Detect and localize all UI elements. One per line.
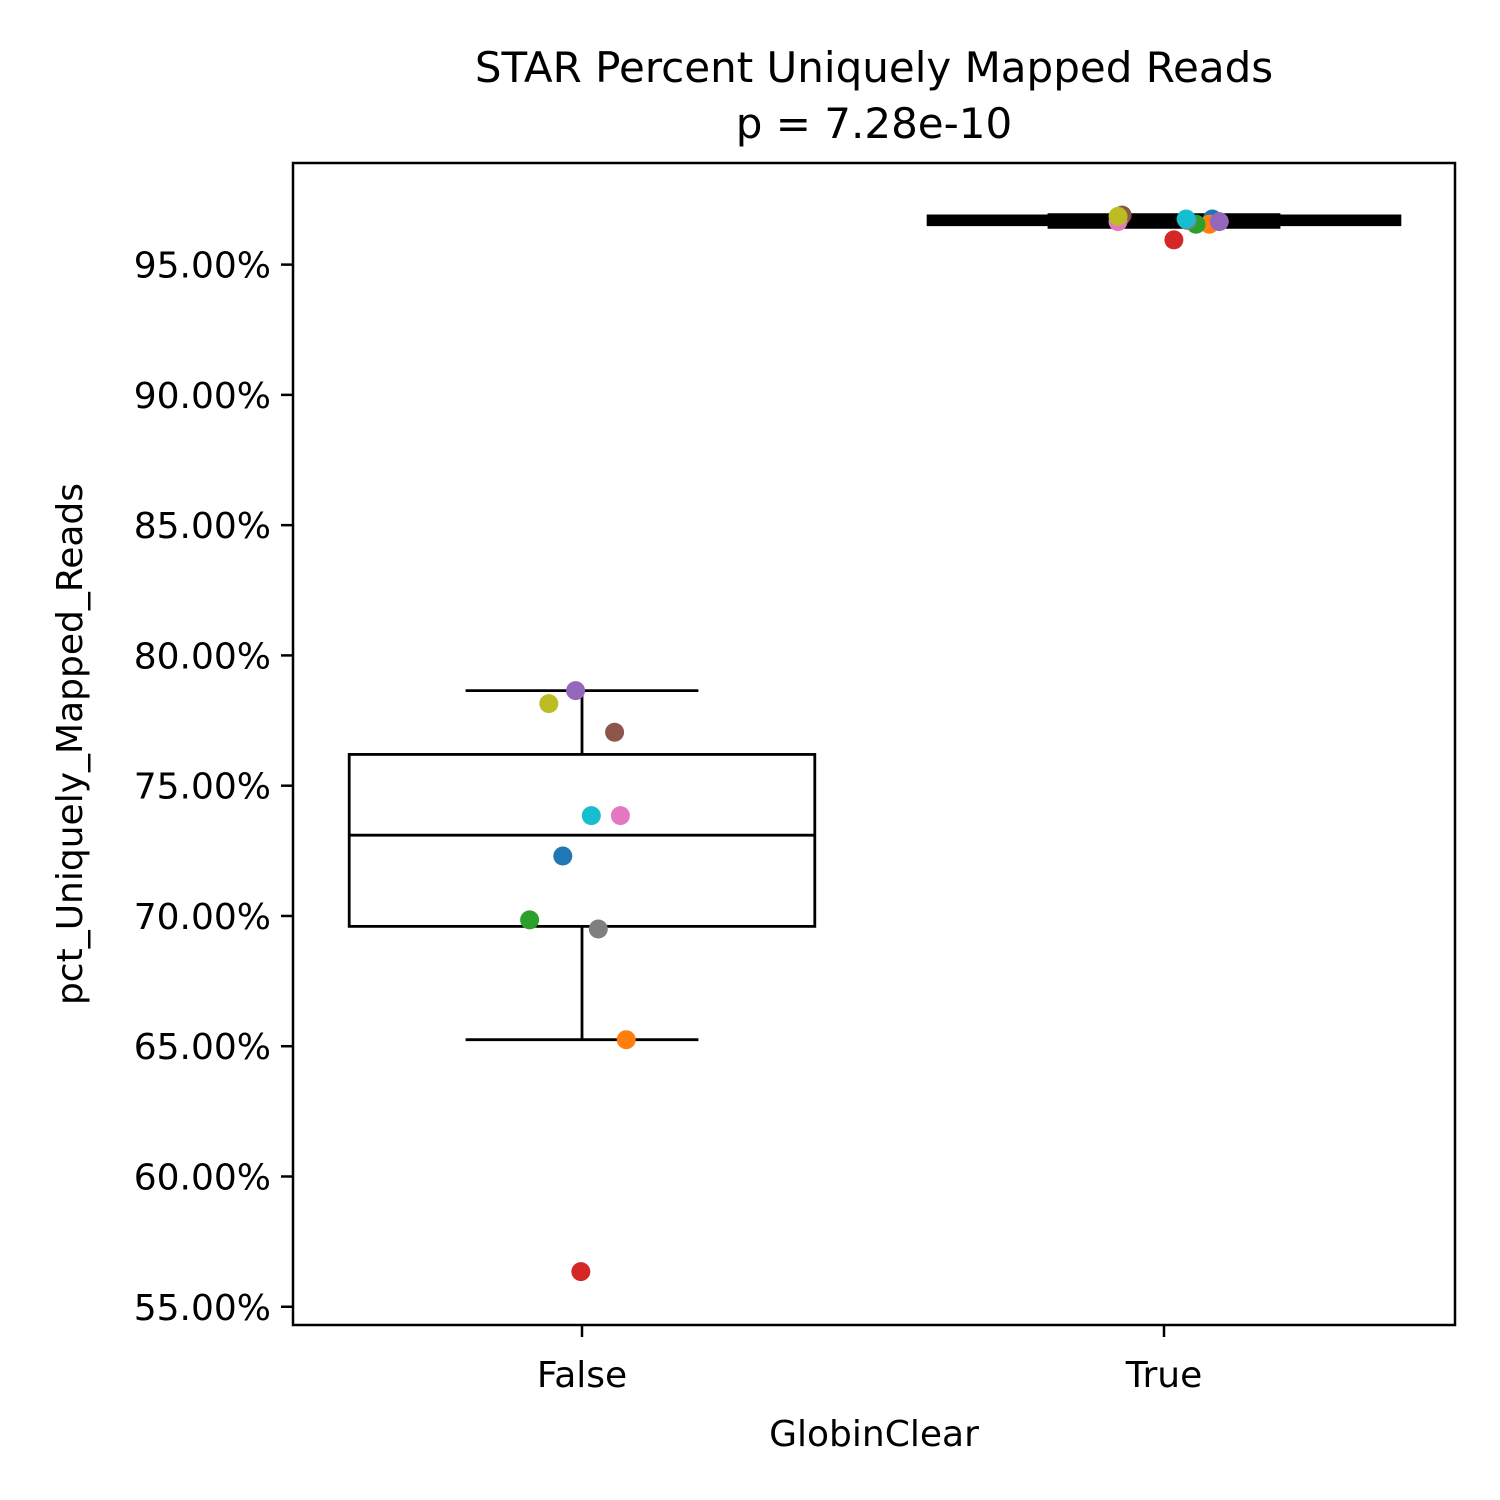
data-point (520, 910, 540, 930)
data-point (1209, 212, 1229, 232)
y-tick-label: 65.00% (134, 1027, 271, 1068)
plot-frame (291, 161, 1457, 1327)
y-axis-label: pct_Uniquely_Mapped_Reads (50, 483, 91, 1005)
x-tick-label: True (1125, 1355, 1202, 1396)
box-iqr (347, 753, 817, 928)
data-point (610, 806, 630, 826)
x-axis-label: GlobinClear (769, 1414, 979, 1455)
data-point (1176, 209, 1196, 229)
chart-title: STAR Percent Uniquely Mapped Reads (475, 43, 1273, 92)
y-tick-label: 90.00% (134, 376, 271, 417)
data-point (553, 846, 573, 866)
data-point (539, 694, 559, 714)
plot-area (347, 205, 1402, 1282)
data-point (566, 681, 586, 701)
data-point (588, 919, 608, 939)
data-point (1108, 206, 1128, 226)
y-tick-label: 80.00% (134, 636, 271, 677)
x-tick-label: False (537, 1355, 627, 1396)
data-point (581, 806, 601, 826)
y-tick-label: 60.00% (134, 1157, 271, 1198)
data-point (1164, 230, 1184, 250)
y-tick-label: 70.00% (134, 897, 271, 938)
data-point (616, 1030, 636, 1050)
data-point (605, 722, 625, 742)
y-tick-label: 85.00% (134, 506, 271, 547)
box-true (926, 213, 1402, 229)
chart-subtitle: p = 7.28e-10 (736, 99, 1013, 148)
data-point (571, 1262, 591, 1282)
y-axis: 55.00% 60.00% 65.00% 70.00% 75.00% 80.00% 85.0… (134, 246, 293, 1329)
y-tick-label: 95.00% (134, 246, 271, 287)
y-tick-label: 55.00% (134, 1288, 271, 1329)
y-tick-label: 75.00% (134, 767, 271, 808)
x-axis: False True (537, 1325, 1202, 1396)
